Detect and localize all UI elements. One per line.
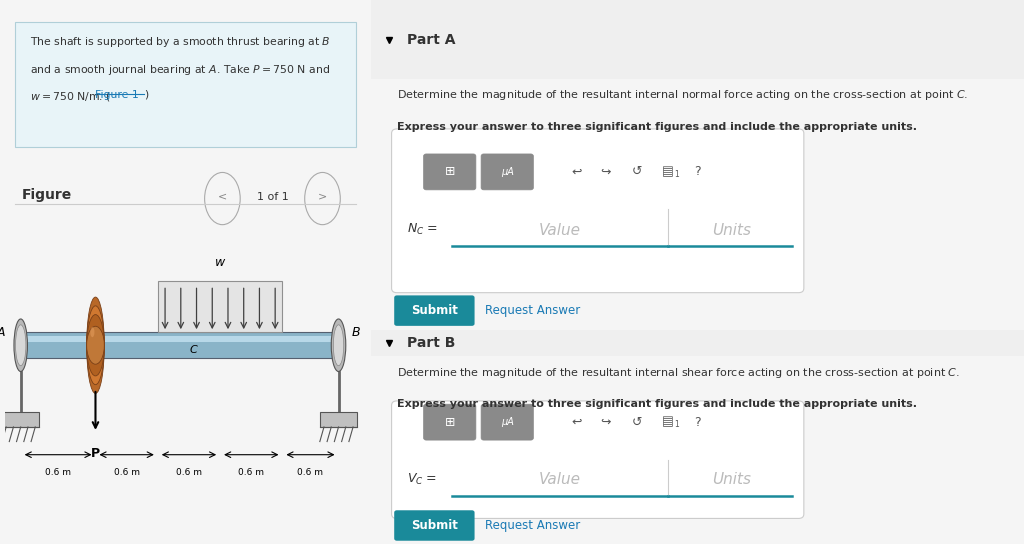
Text: 1: 1 [674, 170, 679, 179]
Text: 1: 1 [674, 421, 679, 429]
Text: 1 of 1: 1 of 1 [257, 192, 289, 202]
Text: 0.6 m: 0.6 m [298, 468, 324, 477]
Text: ?: ? [694, 165, 700, 178]
Text: Express your answer to three significant figures and include the appropriate uni: Express your answer to three significant… [397, 122, 916, 132]
Text: Figure: Figure [23, 188, 73, 202]
Text: Request Answer: Request Answer [485, 304, 581, 317]
FancyBboxPatch shape [481, 404, 534, 440]
Ellipse shape [14, 319, 28, 372]
Text: 0.6 m: 0.6 m [114, 468, 139, 477]
Text: Units: Units [712, 472, 751, 487]
Ellipse shape [87, 306, 104, 385]
Text: ⊞: ⊞ [444, 165, 455, 178]
Text: Request Answer: Request Answer [485, 519, 581, 532]
Text: 0.6 m: 0.6 m [239, 468, 264, 477]
Text: 0.6 m: 0.6 m [45, 468, 71, 477]
Ellipse shape [15, 325, 26, 366]
FancyBboxPatch shape [394, 510, 474, 541]
Ellipse shape [90, 327, 94, 337]
Text: ▤: ▤ [663, 416, 674, 429]
Text: $V_C$ =: $V_C$ = [407, 472, 437, 487]
Text: μA: μA [501, 417, 514, 427]
FancyBboxPatch shape [158, 281, 283, 332]
Text: Express your answer to three significant figures and include the appropriate uni: Express your answer to three significant… [397, 399, 916, 409]
Text: 0.6 m: 0.6 m [176, 468, 202, 477]
Text: ?: ? [694, 416, 700, 429]
Text: Determine the magnitude of the resultant internal shear force acting on the cros: Determine the magnitude of the resultant… [397, 366, 959, 380]
FancyBboxPatch shape [394, 295, 474, 326]
Text: Value: Value [540, 472, 582, 487]
Text: ⊞: ⊞ [444, 416, 455, 429]
Ellipse shape [331, 319, 346, 372]
Text: $A$: $A$ [0, 326, 6, 339]
FancyBboxPatch shape [319, 412, 357, 427]
FancyBboxPatch shape [391, 129, 804, 293]
Text: ↪: ↪ [601, 165, 611, 178]
FancyBboxPatch shape [424, 404, 476, 440]
Text: <: < [218, 192, 227, 202]
FancyBboxPatch shape [371, 0, 1024, 79]
Text: Part B: Part B [407, 336, 455, 350]
Text: Figure 1: Figure 1 [94, 90, 138, 100]
Text: Submit: Submit [411, 304, 458, 317]
Text: Value: Value [540, 223, 582, 238]
Ellipse shape [87, 314, 104, 376]
Text: >: > [317, 192, 327, 202]
Text: $B$: $B$ [351, 326, 360, 339]
FancyBboxPatch shape [15, 337, 343, 342]
Text: $w$: $w$ [214, 256, 226, 269]
Ellipse shape [87, 297, 104, 393]
FancyBboxPatch shape [2, 412, 39, 427]
Text: ↺: ↺ [632, 416, 642, 429]
FancyBboxPatch shape [15, 332, 343, 358]
Text: $N_C$ =: $N_C$ = [407, 222, 437, 237]
FancyBboxPatch shape [481, 154, 534, 190]
FancyBboxPatch shape [14, 22, 356, 147]
Text: $C$: $C$ [189, 343, 199, 355]
Text: ↩: ↩ [571, 416, 582, 429]
FancyBboxPatch shape [371, 330, 1024, 356]
Text: Part A: Part A [407, 33, 455, 47]
Text: μA: μA [501, 167, 514, 177]
Text: $\mathbf{P}$: $\mathbf{P}$ [90, 447, 100, 460]
Text: The shaft is supported by a smooth thrust bearing at $B$: The shaft is supported by a smooth thrus… [30, 35, 331, 50]
Text: ↩: ↩ [571, 165, 582, 178]
Text: and a smooth journal bearing at $A$. Take $P = 750$ N and: and a smooth journal bearing at $A$. Tak… [30, 63, 330, 77]
Text: ): ) [144, 90, 148, 100]
Text: ▤: ▤ [663, 165, 674, 178]
FancyBboxPatch shape [424, 154, 476, 190]
Text: $w = 750$ N/m. (: $w = 750$ N/m. ( [30, 90, 111, 103]
Text: Units: Units [712, 223, 751, 238]
Text: Determine the magnitude of the resultant internal normal force acting on the cro: Determine the magnitude of the resultant… [397, 88, 968, 102]
Ellipse shape [334, 325, 344, 366]
Ellipse shape [87, 326, 104, 364]
Text: Submit: Submit [411, 519, 458, 532]
Text: ↪: ↪ [601, 416, 611, 429]
FancyBboxPatch shape [391, 401, 804, 518]
Text: ↺: ↺ [632, 165, 642, 178]
